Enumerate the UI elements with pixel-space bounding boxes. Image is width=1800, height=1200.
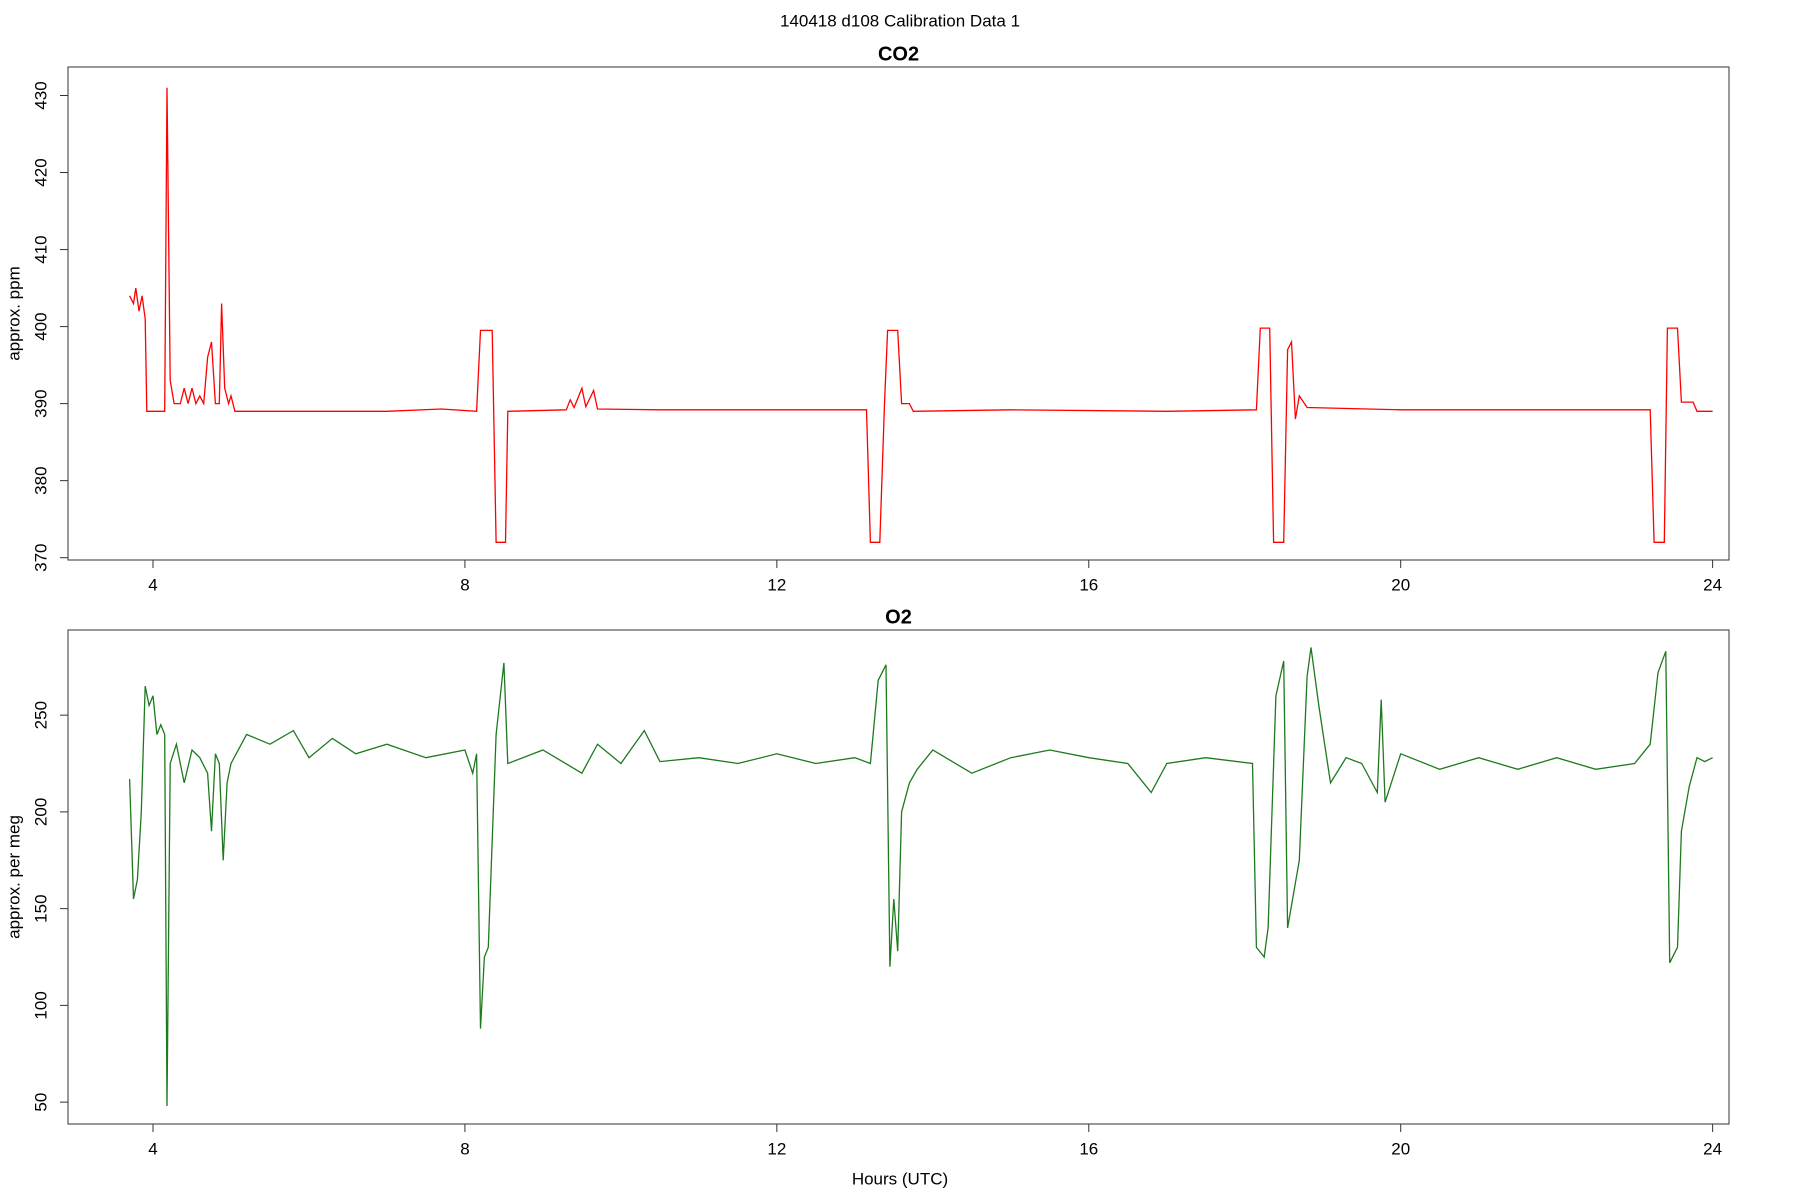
figure-title: 140418 d108 Calibration Data 1 xyxy=(780,11,1020,30)
y-tick-label: 50 xyxy=(31,1093,50,1112)
y-axis-label: approx. ppm xyxy=(4,266,23,361)
y-tick-label: 430 xyxy=(31,81,50,109)
x-axis-label: Hours (UTC) xyxy=(852,1169,948,1188)
plot-frame xyxy=(67,629,1730,1125)
x-tick-label: 16 xyxy=(1079,575,1098,594)
x-tick-label: 24 xyxy=(1703,1139,1722,1158)
x-tick-label: 16 xyxy=(1079,1139,1098,1158)
data-line xyxy=(128,647,1713,1107)
x-tick-label: 4 xyxy=(148,1139,157,1158)
y-tick-label: 370 xyxy=(31,544,50,572)
y-tick-label: 390 xyxy=(31,389,50,417)
x-tick-label: 8 xyxy=(460,575,469,594)
chart-title: CO2 xyxy=(878,43,919,65)
x-tick-label: 4 xyxy=(148,575,157,594)
x-tick-label: 12 xyxy=(767,575,786,594)
x-tick-label: 24 xyxy=(1703,575,1722,594)
y-tick-label: 200 xyxy=(31,798,50,826)
y-tick-label: 150 xyxy=(31,894,50,922)
x-tick-label: 20 xyxy=(1391,1139,1410,1158)
x-tick-label: 12 xyxy=(767,1139,786,1158)
x-tick-label: 8 xyxy=(460,1139,469,1158)
plot-frame xyxy=(67,66,1730,561)
chart-title: O2 xyxy=(885,606,912,628)
y-axis-label: approx. per meg xyxy=(4,815,23,939)
y-tick-label: 100 xyxy=(31,991,50,1019)
y-tick-label: 400 xyxy=(31,312,50,340)
data-line xyxy=(129,87,1713,543)
y-tick-label: 420 xyxy=(31,158,50,186)
y-tick-label: 410 xyxy=(31,235,50,263)
y-tick-label: 380 xyxy=(31,466,50,494)
x-tick-label: 20 xyxy=(1391,575,1410,594)
y-tick-label: 250 xyxy=(31,701,50,729)
